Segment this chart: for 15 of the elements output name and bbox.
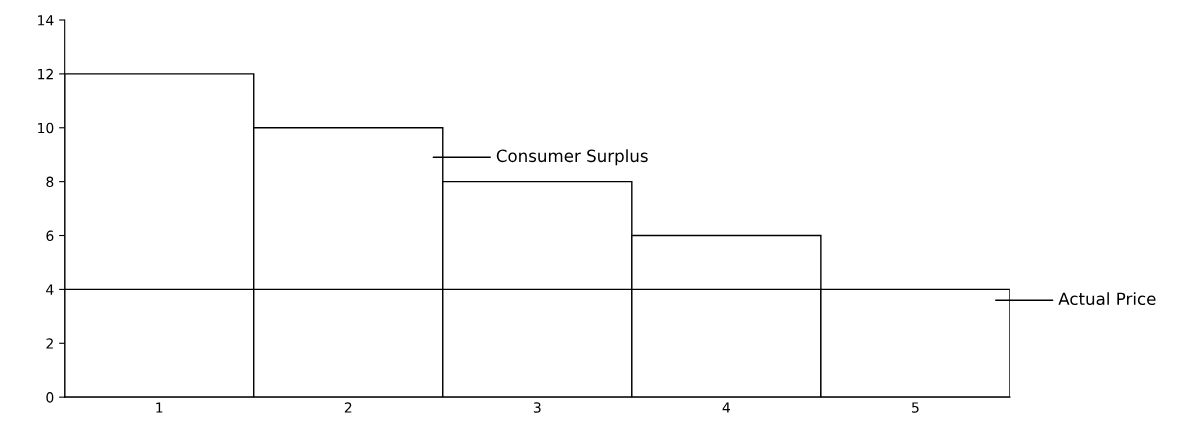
x-tick-label: 1 bbox=[156, 402, 163, 413]
x-tick-label: 3 bbox=[533, 402, 541, 413]
x-tick-label: 5 bbox=[912, 402, 919, 413]
annotation: Consumer Surplus bbox=[496, 149, 648, 166]
y-tick-label: 6 bbox=[46, 230, 54, 241]
x-tick-label: 2 bbox=[344, 402, 352, 413]
y-tick-label: 12 bbox=[38, 68, 53, 80]
y-tick-label: 10 bbox=[38, 122, 54, 134]
y-tick-label: 2 bbox=[46, 338, 53, 349]
y-tick-label: 4 bbox=[46, 284, 54, 295]
y-tick-label: 0 bbox=[46, 392, 54, 403]
y-tick-label: 14 bbox=[38, 15, 54, 26]
y-tick-label: 8 bbox=[46, 176, 54, 188]
x-tick-label: 4 bbox=[722, 402, 730, 413]
text: Actual Price bbox=[1058, 292, 1156, 306]
